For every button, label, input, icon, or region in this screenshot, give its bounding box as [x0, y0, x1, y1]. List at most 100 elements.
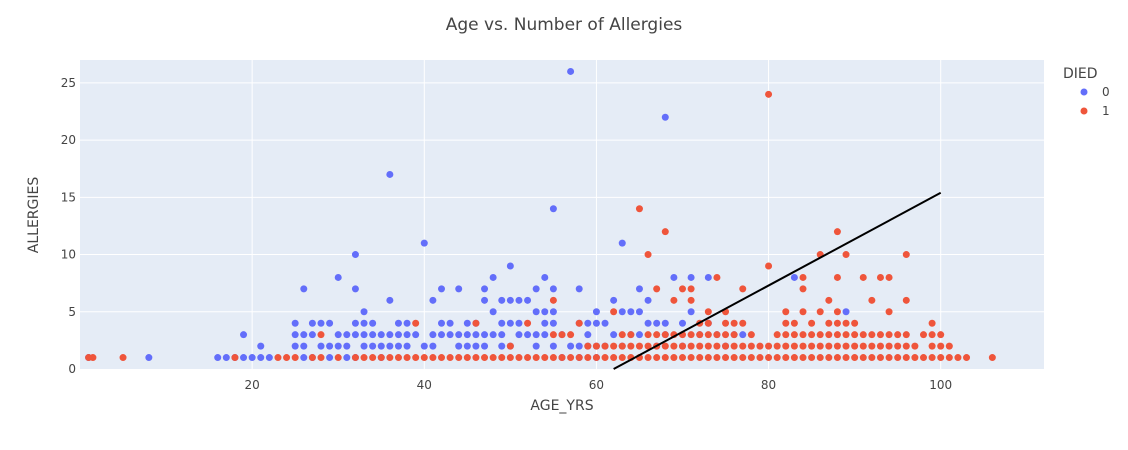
data-point-died-1 [575, 319, 583, 327]
data-point-died-1 [584, 342, 592, 350]
data-point-died-1 [592, 342, 600, 350]
data-point-died-0 [567, 67, 575, 75]
data-point-died-0 [326, 319, 334, 327]
data-point-died-0 [394, 331, 402, 339]
data-point-died-0 [524, 331, 532, 339]
legend[interactable]: DIED 0 1 [1063, 66, 1110, 118]
data-point-died-1 [644, 354, 652, 362]
data-point-died-0 [481, 296, 489, 304]
data-point-died-0 [481, 342, 489, 350]
data-point-died-1 [851, 319, 859, 327]
data-point-died-1 [773, 331, 781, 339]
data-point-died-0 [532, 331, 540, 339]
data-point-died-0 [472, 331, 480, 339]
data-point-died-1 [412, 354, 420, 362]
data-point-died-0 [463, 342, 471, 350]
data-point-died-1 [816, 354, 824, 362]
data-point-died-1 [851, 342, 859, 350]
data-point-died-1 [747, 331, 755, 339]
data-point-died-0 [455, 331, 463, 339]
data-point-died-0 [265, 354, 273, 362]
data-point-died-0 [369, 319, 377, 327]
data-point-died-1 [541, 354, 549, 362]
data-point-died-1 [549, 331, 557, 339]
data-point-died-0 [549, 308, 557, 316]
data-point-died-0 [351, 319, 359, 327]
y-tick-label: 0 [68, 362, 76, 376]
data-point-died-0 [351, 285, 359, 293]
data-point-died-0 [317, 319, 325, 327]
data-point-died-1 [722, 319, 730, 327]
data-point-died-0 [429, 342, 437, 350]
data-point-died-1 [722, 331, 730, 339]
data-point-died-0 [584, 331, 592, 339]
data-point-died-0 [515, 319, 523, 327]
data-point-died-1 [722, 354, 730, 362]
data-point-died-0 [704, 273, 712, 281]
data-point-died-1 [687, 296, 695, 304]
data-point-died-0 [506, 262, 514, 270]
data-point-died-1 [799, 331, 807, 339]
data-point-died-1 [833, 331, 841, 339]
data-point-died-0 [549, 205, 557, 213]
data-point-died-0 [549, 342, 557, 350]
data-point-died-0 [584, 319, 592, 327]
data-point-died-0 [532, 285, 540, 293]
data-point-died-1 [945, 354, 953, 362]
data-point-died-0 [334, 273, 342, 281]
data-point-died-0 [351, 331, 359, 339]
data-point-died-0 [300, 342, 308, 350]
data-point-died-1 [661, 228, 669, 236]
data-point-died-1 [653, 285, 661, 293]
data-point-died-0 [334, 331, 342, 339]
data-point-died-0 [592, 319, 600, 327]
data-point-died-0 [635, 285, 643, 293]
data-point-died-1 [369, 354, 377, 362]
data-point-died-1 [876, 342, 884, 350]
legend-label-1: 1 [1102, 104, 1110, 118]
data-point-died-1 [928, 354, 936, 362]
data-point-died-1 [679, 354, 686, 362]
data-point-died-1 [713, 331, 721, 339]
data-point-died-1 [472, 319, 480, 327]
data-point-died-1 [816, 331, 824, 339]
data-point-died-1 [618, 331, 626, 339]
data-point-died-0 [592, 308, 600, 316]
data-point-died-1 [670, 354, 678, 362]
data-point-died-1 [696, 342, 704, 350]
data-point-died-1 [730, 354, 738, 362]
data-point-died-1 [524, 319, 532, 327]
data-point-died-1 [119, 354, 127, 362]
legend-item-0[interactable]: 0 [1080, 85, 1110, 99]
data-point-died-1 [876, 331, 884, 339]
data-point-died-1 [920, 331, 927, 339]
data-point-died-1 [610, 308, 618, 316]
data-point-died-1 [808, 319, 816, 327]
legend-item-1[interactable]: 1 [1080, 104, 1110, 118]
data-point-died-1 [653, 354, 661, 362]
data-point-died-0 [661, 319, 669, 327]
data-point-died-0 [351, 251, 359, 259]
data-point-died-1 [765, 90, 773, 98]
data-point-died-1 [463, 354, 471, 362]
data-point-died-1 [739, 342, 747, 350]
data-point-died-1 [833, 308, 841, 316]
data-point-died-1 [635, 342, 643, 350]
data-point-died-1 [489, 354, 497, 362]
data-point-died-1 [885, 342, 893, 350]
data-point-died-1 [592, 354, 600, 362]
data-point-died-0 [446, 331, 454, 339]
data-point-died-1 [833, 342, 841, 350]
data-point-died-0 [360, 308, 368, 316]
data-point-died-1 [567, 331, 575, 339]
data-point-died-1 [610, 342, 618, 350]
x-tick-label: 40 [417, 378, 432, 392]
data-point-died-0 [489, 273, 497, 281]
y-axis-label: ALLERGIES [26, 177, 42, 254]
y-tick-label: 15 [61, 190, 76, 204]
data-point-died-1 [902, 342, 910, 350]
data-point-died-1 [635, 205, 643, 213]
data-point-died-0 [498, 331, 506, 339]
data-point-died-0 [739, 331, 747, 339]
data-point-died-1 [954, 354, 962, 362]
